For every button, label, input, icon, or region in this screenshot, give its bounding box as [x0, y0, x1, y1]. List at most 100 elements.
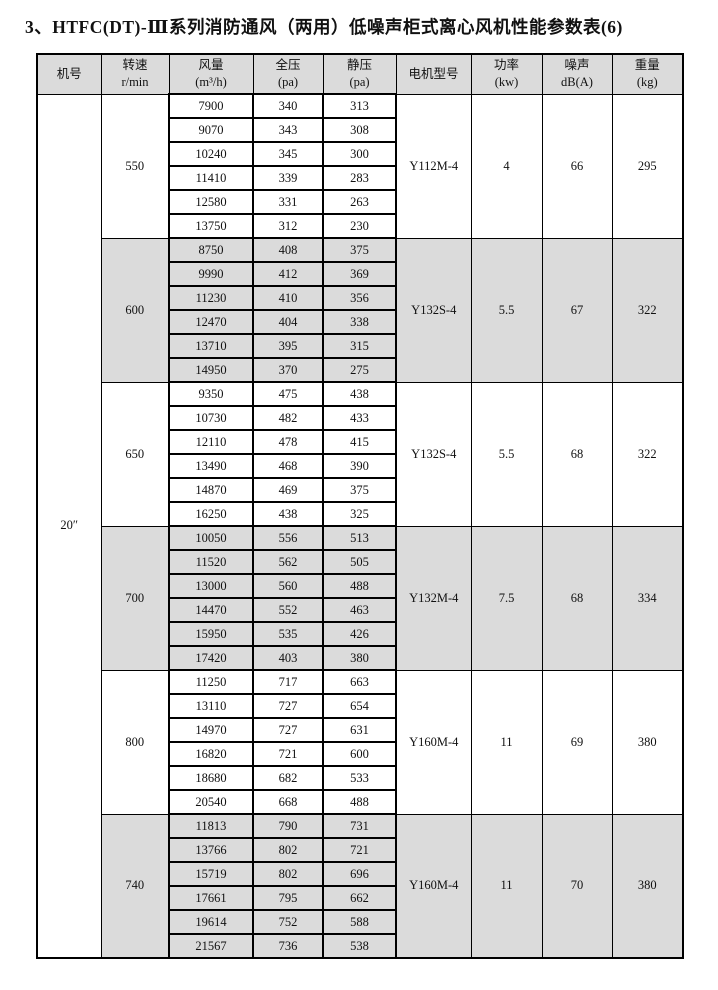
table-row: 12470 404 338	[37, 309, 683, 335]
table-row: 20540 668 488	[37, 789, 683, 815]
header-label: 噪声	[564, 58, 590, 73]
header-unit: (pa)	[349, 75, 370, 89]
header-unit: (pa)	[277, 75, 299, 89]
total-pressure-cell: 468	[252, 453, 324, 479]
total-pressure-cell: 403	[252, 645, 324, 671]
speed-cell: 550	[100, 93, 170, 239]
airflow-cell: 10240	[168, 141, 254, 167]
airflow-cell: 20540	[168, 789, 254, 815]
table-row: 13110 727 654	[37, 693, 683, 719]
static-pressure-cell: 390	[322, 453, 397, 479]
airflow-cell: 19614	[168, 909, 254, 935]
total-pressure-cell: 727	[252, 717, 324, 743]
table-row: 16820 721 600	[37, 741, 683, 767]
header-static-pressure: 静压 (pa)	[322, 53, 397, 95]
header-label: 机号	[56, 66, 82, 81]
motor-model-cell: Y160M-4	[395, 669, 472, 815]
table-row: 11520 562 505	[37, 549, 683, 575]
airflow-cell: 21567	[168, 933, 254, 959]
header-unit: (kg)	[636, 75, 658, 90]
speed-cell: 800	[100, 669, 170, 815]
table-row: 10730 482 433	[37, 405, 683, 431]
power-cell: 7.5	[470, 525, 543, 671]
total-pressure-cell: 478	[252, 429, 324, 455]
weight-cell: 380	[611, 669, 684, 815]
airflow-cell: 8750	[168, 237, 254, 263]
power-cell: 11	[470, 813, 543, 959]
static-pressure-cell: 433	[322, 405, 397, 431]
airflow-cell: 17661	[168, 885, 254, 911]
airflow-cell: 13000	[168, 573, 254, 599]
page-title: 3、HTFC(DT)-Ⅲ系列消防通风（两用）低噪声柜式离心风机性能参数表(6)	[25, 17, 623, 37]
noise-cell: 70	[541, 813, 613, 959]
static-pressure-cell: 230	[322, 213, 397, 239]
noise-cell: 66	[541, 93, 613, 239]
static-pressure-cell: 283	[322, 165, 397, 191]
motor-model-cell: Y160M-4	[395, 813, 472, 959]
total-pressure-cell: 469	[252, 477, 324, 503]
airflow-cell: 16250	[168, 501, 254, 527]
total-pressure-cell: 736	[252, 933, 324, 959]
airflow-cell: 9350	[168, 381, 254, 407]
weight-cell: 322	[611, 237, 684, 383]
airflow-cell: 14470	[168, 597, 254, 623]
header-label: 转速	[122, 58, 148, 73]
speed-cell: 600	[100, 237, 170, 383]
airflow-cell: 18680	[168, 765, 254, 791]
total-pressure-cell: 717	[252, 669, 324, 695]
static-pressure-cell: 663	[322, 669, 397, 695]
airflow-cell: 13766	[168, 837, 254, 863]
noise-cell: 67	[541, 237, 613, 383]
static-pressure-cell: 731	[322, 813, 397, 839]
table-row: 800 11250 717 663 Y160M-4 11 69 380	[37, 669, 684, 815]
motor-model-cell: Y132S-4	[395, 237, 472, 383]
static-pressure-cell: 375	[322, 477, 397, 503]
total-pressure-cell: 395	[252, 333, 324, 359]
header-label: 静压	[346, 58, 372, 73]
table-row: 14950 370 275	[37, 357, 683, 383]
header-unit: dB(A)	[561, 75, 593, 90]
static-pressure-cell: 313	[322, 93, 397, 119]
static-pressure-cell: 369	[322, 261, 397, 287]
airflow-cell: 11410	[168, 165, 254, 191]
total-pressure-cell: 552	[252, 597, 324, 623]
static-pressure-cell: 721	[322, 837, 397, 863]
power-cell: 5.5	[470, 381, 543, 527]
total-pressure-cell: 752	[252, 909, 324, 935]
weight-cell: 295	[611, 93, 684, 239]
airflow-cell: 11520	[168, 549, 254, 575]
airflow-cell: 13750	[168, 213, 254, 239]
airflow-cell: 13490	[168, 453, 254, 479]
table-row: 18680 682 533	[37, 765, 683, 791]
static-pressure-cell: 380	[322, 645, 397, 671]
weight-cell: 380	[611, 813, 684, 959]
table-row: 13750 312 230	[37, 213, 683, 239]
table-row: 700 10050 556 513 Y132M-4 7.5 68 334	[37, 525, 684, 671]
total-pressure-cell: 370	[252, 357, 324, 383]
total-pressure-cell: 343	[252, 117, 324, 143]
static-pressure-cell: 662	[322, 885, 397, 911]
motor-model-cell: Y112M-4	[395, 93, 472, 239]
total-pressure-cell: 727	[252, 693, 324, 719]
airflow-cell: 10730	[168, 405, 254, 431]
motor-model-cell: Y132M-4	[395, 525, 472, 671]
table-row: 17661 795 662	[37, 885, 683, 911]
total-pressure-cell: 339	[252, 165, 324, 191]
airflow-cell: 12470	[168, 309, 254, 335]
total-pressure-cell: 560	[252, 573, 324, 599]
table-row: 14470 552 463	[37, 597, 683, 623]
power-cell: 4	[470, 93, 543, 239]
static-pressure-cell: 338	[322, 309, 397, 335]
airflow-cell: 16820	[168, 741, 254, 767]
header-weight: 重量 (kg)	[611, 53, 684, 95]
table-row: 13766 802 721	[37, 837, 683, 863]
airflow-cell: 10050	[168, 525, 254, 551]
static-pressure-cell: 696	[322, 861, 397, 887]
total-pressure-cell: 721	[252, 741, 324, 767]
table-row: 21567 736 538	[37, 933, 683, 959]
header-label: 重量	[634, 58, 660, 73]
airflow-cell: 11250	[168, 669, 254, 695]
static-pressure-cell: 533	[322, 765, 397, 791]
table-row: 11410 339 283	[37, 165, 683, 191]
static-pressure-cell: 415	[322, 429, 397, 455]
